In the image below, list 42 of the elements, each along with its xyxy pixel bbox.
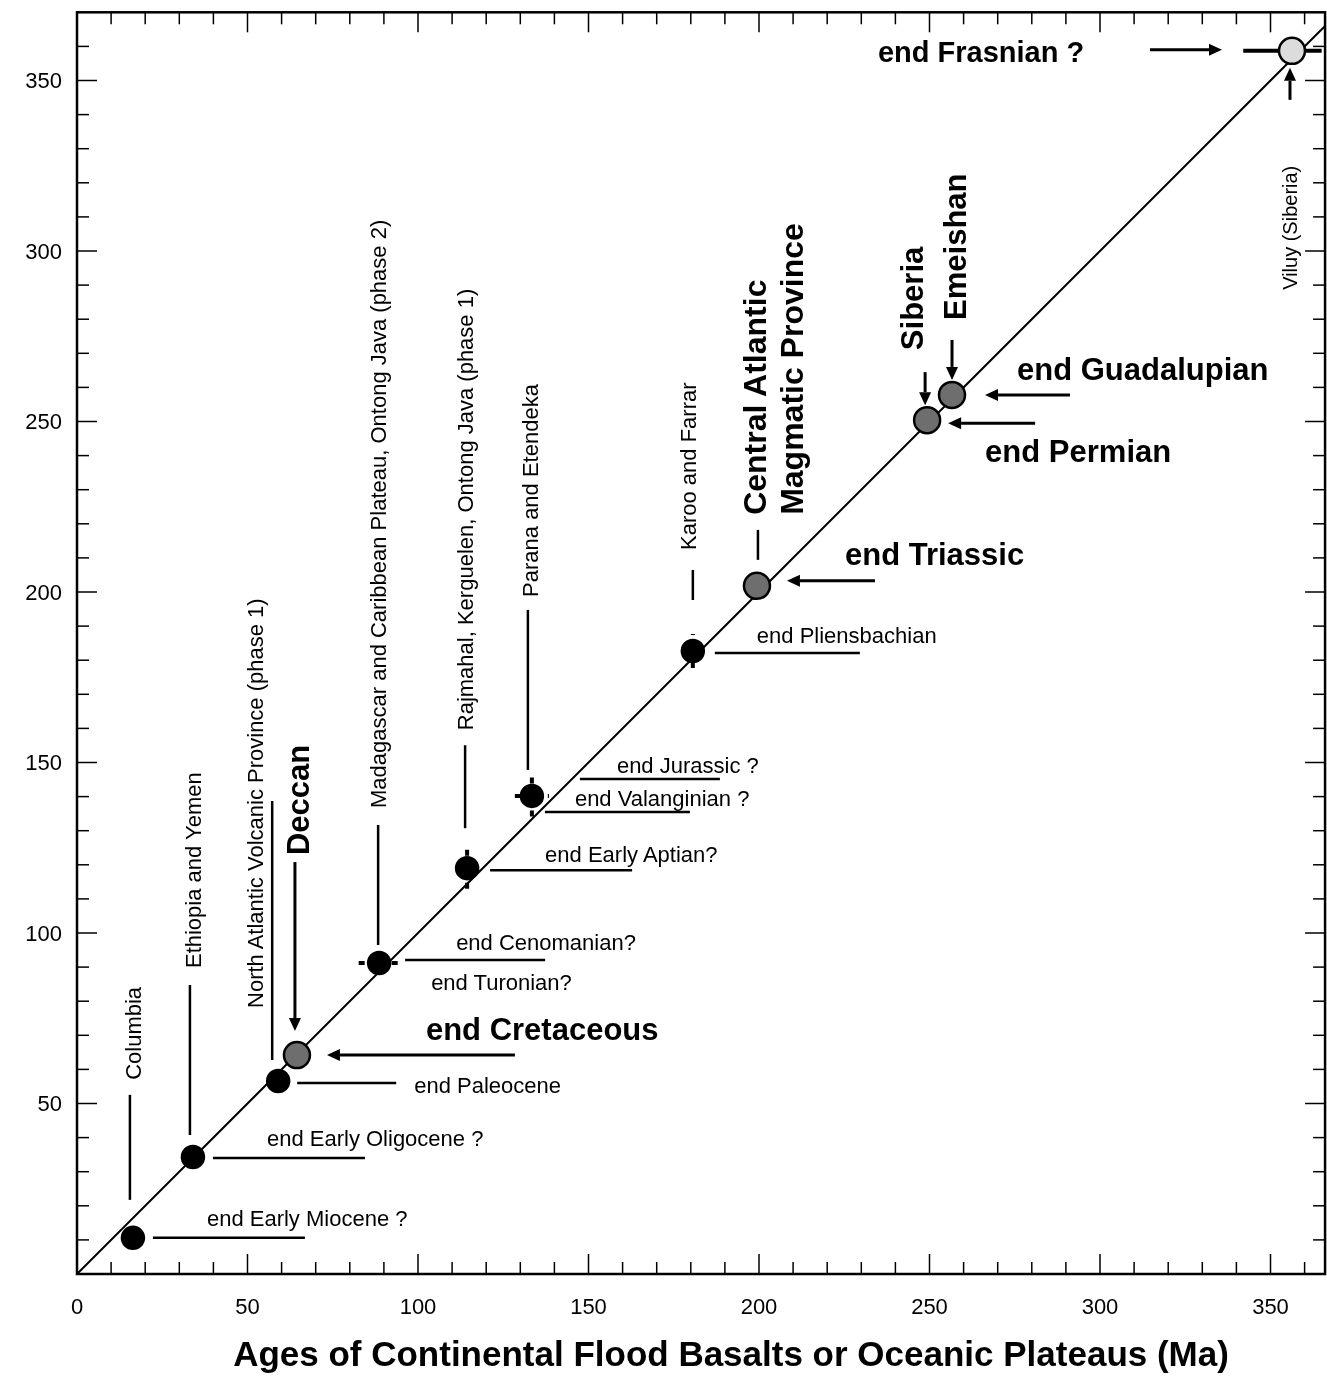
y-tick-label: 300 (25, 238, 62, 264)
annotation: Ethiopia and Yemen (180, 772, 206, 969)
annotation: end Early Oligocene ? (266, 1126, 484, 1152)
annotation: end Paleocene (414, 1072, 561, 1098)
y-tick-label: 350 (25, 68, 62, 94)
x-tick-label: 50 (235, 1294, 260, 1319)
x-axis-title: Ages of Continental Flood Basalts or Oceanic Plateaus (Ma) (233, 1334, 1229, 1373)
annotation: end Early Aptian? (545, 842, 718, 868)
annotation: Karoo and Farrar (675, 382, 701, 550)
x-tick-label: 250 (911, 1294, 948, 1319)
annotation: end Turonian? (431, 970, 572, 996)
annotation: Deccan (280, 744, 316, 856)
x-tick-label: 0 (70, 1294, 84, 1319)
annotation: Columbia (120, 986, 146, 1080)
annotation: North Atlantic Volcanic Province (phase 1) (243, 598, 269, 1008)
annotation: Siberia (895, 245, 931, 351)
annotation: end Jurassic ? (616, 752, 759, 778)
annotation: Parana and Etendeka (517, 383, 543, 597)
annotation: end Pliensbachian (756, 622, 937, 648)
x-tick-label: 350 (1252, 1294, 1289, 1319)
y-tick-label: 100 (25, 920, 62, 946)
annotation: end Cretaceous (425, 1012, 659, 1048)
annotation: Viluy (Siberia) (1278, 165, 1301, 290)
annotation: Madagascar and Caribbean Plateau, Ontong Java (phase 2) (366, 219, 392, 809)
y-tick-label: 250 (25, 409, 62, 435)
annotation: Emeishan (938, 173, 974, 320)
annotation: end Guadalupian (1017, 351, 1269, 387)
x-tick-label: 100 (399, 1294, 437, 1319)
y-tick-label: 50 (37, 1091, 62, 1117)
annotation: end Valanginian ? (574, 785, 750, 811)
y-tick-label: 150 (25, 750, 62, 776)
annotation: end Triassic (844, 536, 1025, 572)
x-tick-label: 300 (1081, 1294, 1119, 1319)
annotation: end Cenomanian? (456, 930, 636, 956)
annotation: end Frasnian ? (877, 35, 1085, 68)
annotation: Rajmahal, Kerguelen, Ontong Java (phase 1) (453, 288, 479, 731)
x-tick-label: 200 (740, 1294, 778, 1319)
y-tick-label: 200 (25, 579, 62, 605)
annotation: end Early Miocene ? (206, 1205, 408, 1231)
annotation: Central Atlantic Magmatic Province (736, 223, 810, 515)
annotation: end Permian (985, 434, 1172, 470)
x-tick-label: 150 (570, 1294, 607, 1319)
